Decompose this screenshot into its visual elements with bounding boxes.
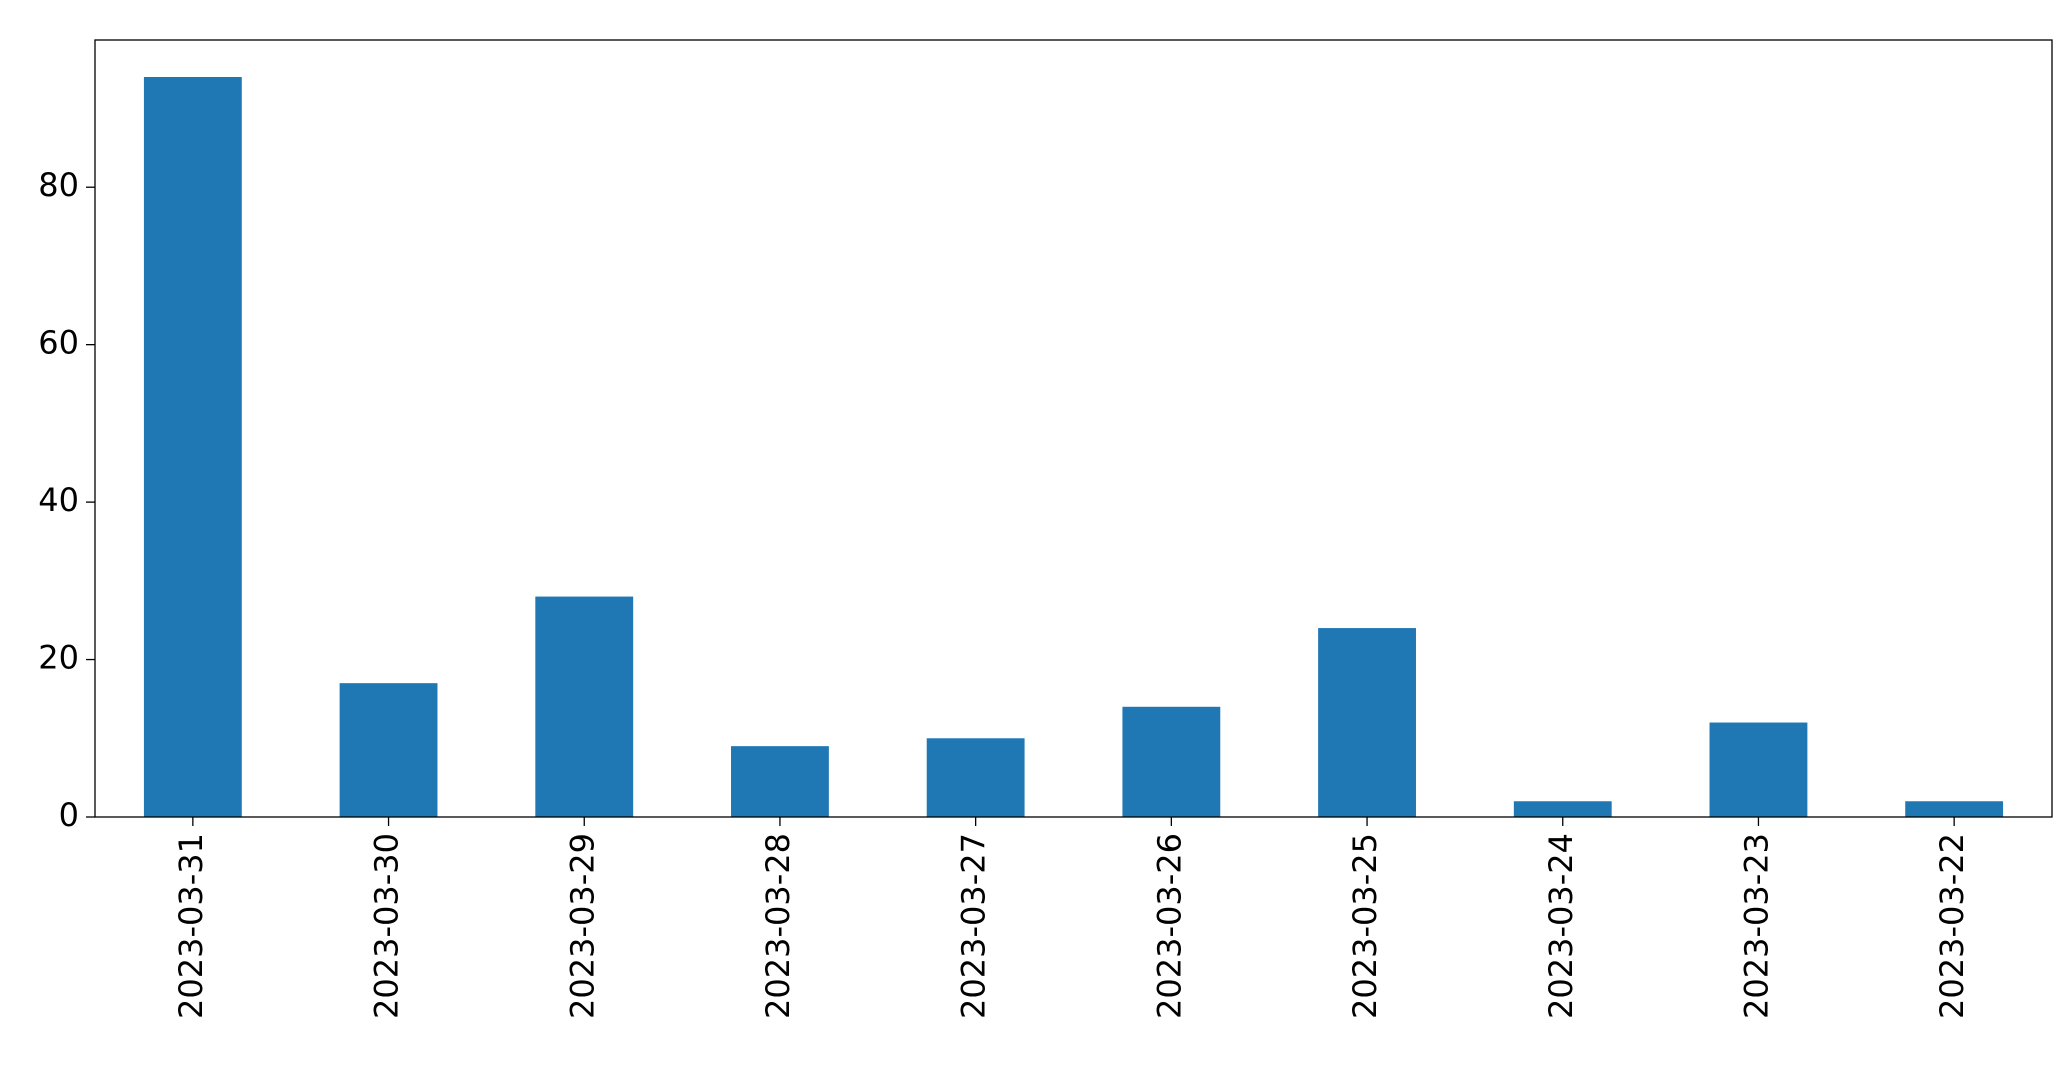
bar [339, 683, 438, 817]
y-tick-label: 20 [38, 639, 79, 677]
bar [535, 596, 634, 817]
x-tick-label: 2023-03-25 [1346, 833, 1384, 1019]
x-tick-label: 2023-03-26 [1150, 833, 1188, 1019]
x-tick-label: 2023-03-23 [1737, 833, 1775, 1019]
bar [143, 77, 242, 817]
y-tick-label: 40 [38, 481, 79, 519]
x-tick-label: 2023-03-27 [955, 833, 993, 1019]
bar [926, 738, 1025, 817]
bar [731, 746, 829, 817]
bar [1513, 801, 1612, 817]
x-tick-label: 2023-03-30 [368, 833, 406, 1019]
x-tick-label: 2023-03-29 [563, 833, 601, 1019]
x-tick-label: 2023-03-28 [759, 833, 797, 1019]
bar [1122, 706, 1221, 817]
y-tick-label: 0 [59, 796, 79, 834]
x-tick-label: 2023-03-24 [1542, 833, 1580, 1019]
y-tick-label: 60 [38, 324, 79, 362]
x-tick-label: 2023-03-22 [1933, 833, 1971, 1019]
bar [1905, 801, 2004, 817]
bar [1709, 722, 1808, 817]
bar [1318, 628, 1416, 817]
y-tick-label: 80 [38, 166, 79, 204]
plot-frame [94, 39, 2053, 818]
x-tick-label: 2023-03-31 [172, 833, 210, 1019]
